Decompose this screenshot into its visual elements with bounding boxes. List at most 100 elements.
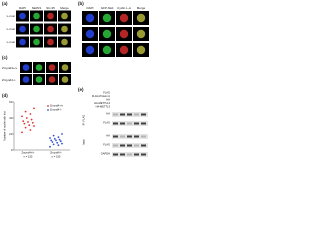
panel-label: (d) [2, 93, 8, 98]
data-point [29, 129, 32, 131]
data-point [21, 131, 23, 134]
band [120, 135, 125, 138]
column-label: DAPI [86, 6, 93, 10]
band [113, 113, 118, 116]
band [134, 135, 139, 138]
blot-label: HA [106, 134, 110, 138]
data-point [24, 126, 27, 129]
band [127, 153, 132, 156]
nucleus [33, 38, 40, 46]
nucleus [47, 25, 54, 33]
data-point [52, 143, 55, 146]
band [120, 113, 125, 116]
y-axis-label: Number of nuclei with foci [3, 111, 7, 141]
nucleus [22, 76, 30, 83]
band [134, 122, 139, 125]
row-label: Zmynd4+/+ [2, 66, 17, 70]
y-tick-label: 60 [9, 100, 13, 104]
y-tick-label: 0 [11, 148, 13, 152]
nucleus [61, 64, 69, 71]
band [120, 153, 125, 156]
data-point [22, 120, 25, 123]
data-point [33, 107, 35, 110]
column-label: GFP-Nkd [101, 6, 114, 10]
condition-label: FLAG-Protein A [92, 94, 110, 98]
nucleus [136, 29, 146, 39]
data-point [28, 124, 31, 127]
group-label: Input [82, 139, 86, 145]
row-label: L-muc [7, 40, 16, 44]
band [113, 153, 118, 156]
band [120, 144, 125, 147]
nucleus [61, 25, 68, 33]
nucleus [61, 38, 68, 46]
nucleus [136, 13, 146, 23]
legend-label: Zmynd4+/+ [50, 104, 64, 108]
nucleus [48, 76, 56, 83]
annotation: n = 150 [24, 155, 33, 159]
nucleus [61, 12, 68, 20]
column-label: Merge [137, 6, 146, 10]
group-label: IP: FLAG [82, 115, 86, 126]
row-label: Zmynd4-/- [2, 78, 16, 82]
data-point [59, 140, 62, 143]
nucleus [102, 45, 112, 55]
nucleus [19, 12, 26, 20]
condition-label: HA [106, 98, 110, 102]
nucleus [61, 76, 69, 83]
y-tick-label: 40 [9, 116, 13, 120]
band [141, 144, 146, 147]
data-point [56, 141, 59, 144]
data-point [51, 141, 54, 143]
nucleus [19, 25, 26, 33]
band [113, 135, 118, 138]
data-point [31, 121, 34, 124]
panel-label: (b) [78, 1, 84, 6]
nucleus [85, 29, 95, 39]
data-point [33, 125, 35, 127]
nucleus [22, 64, 30, 71]
blot-label: FLAG [103, 143, 110, 147]
nucleus [85, 45, 95, 55]
nucleus [85, 13, 95, 23]
column-label: SC-35 [46, 6, 55, 10]
data-point [52, 134, 55, 137]
band [141, 153, 146, 156]
legend-marker [47, 105, 49, 107]
band [127, 122, 132, 125]
data-point [29, 113, 32, 115]
data-point [21, 115, 23, 118]
panel-label: (c) [2, 55, 8, 60]
nucleus [35, 64, 43, 71]
data-point [50, 139, 53, 142]
band [127, 113, 132, 116]
data-point [30, 118, 33, 121]
blot-strip [112, 121, 148, 126]
nucleus [102, 13, 112, 23]
column-label: Cyclin L-A [117, 6, 131, 10]
data-point [23, 122, 26, 125]
nucleus [33, 12, 40, 20]
panel-label: (a) [2, 1, 8, 6]
column-label: Merge [60, 6, 69, 10]
nucleus [19, 38, 26, 46]
legend-marker [47, 109, 49, 111]
data-point [27, 121, 29, 123]
data-point [24, 110, 27, 113]
nucleus [136, 45, 146, 55]
legend-label: Zmynd4-/- [50, 108, 62, 112]
band [141, 113, 146, 116]
column-label: Nkd5/1 [32, 6, 42, 10]
nucleus [102, 29, 112, 39]
figure: (a) (b) (c) (d) (e) DAPI Nkd5/1 SC-35 Merge… [2, 1, 149, 159]
annotation: n = 150 [52, 155, 61, 159]
nucleus [48, 64, 56, 71]
condition-label: HA-METTL14 [94, 101, 110, 105]
band [134, 144, 139, 147]
x-tick-label: Zmynd4+/+ [21, 151, 35, 155]
data-point [57, 144, 60, 147]
band [141, 135, 146, 138]
data-point [25, 117, 28, 119]
band [134, 153, 139, 156]
band [127, 135, 132, 138]
